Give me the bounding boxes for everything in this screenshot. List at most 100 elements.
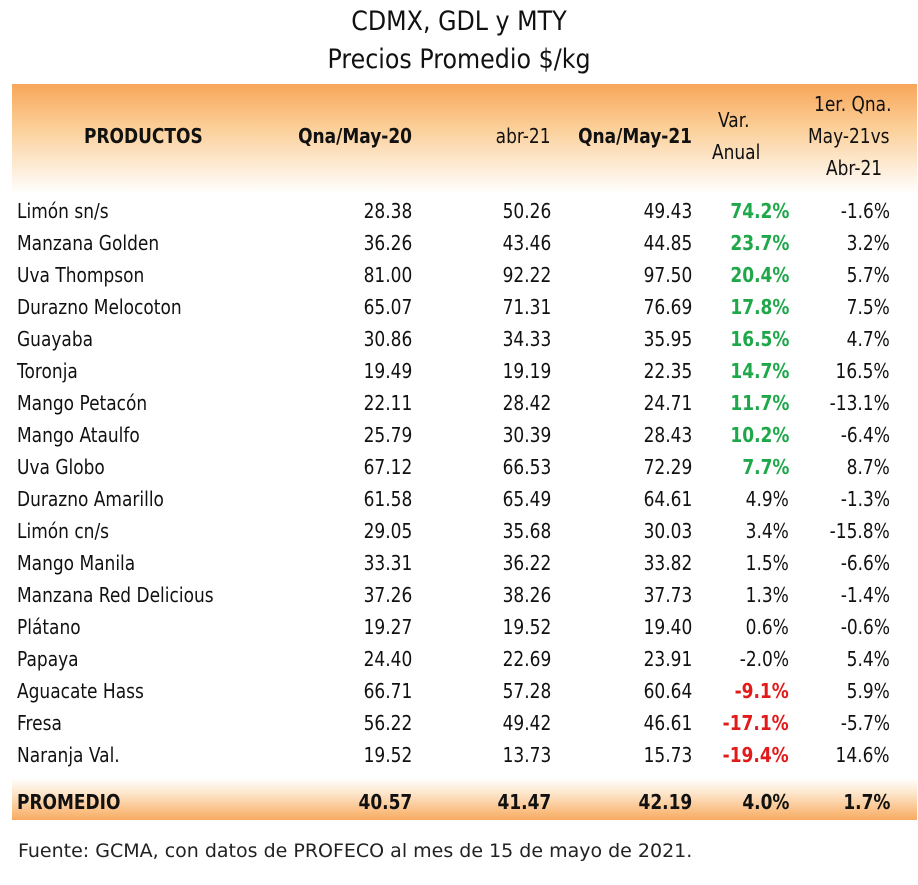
price-qna-may21: 97.50 (643, 263, 692, 287)
annual-variation: 23.7% (730, 231, 789, 255)
price-abr21: 71.31 (502, 295, 551, 319)
price-qna-may20: 19.27 (363, 615, 412, 639)
annual-variation: 1.5% (745, 551, 789, 575)
price-qna-may21: 72.29 (643, 455, 692, 479)
price-qna-may21: 22.35 (643, 359, 692, 383)
annual-variation: 11.7% (730, 391, 789, 415)
product-name: Papaya (17, 647, 79, 671)
table-row: Manzana Golden 36.26 43.46 44.85 23.7% 3.2% (12, 228, 917, 260)
annual-variation: 14.7% (730, 359, 789, 383)
price-qna-may21: 30.03 (643, 519, 692, 543)
qna-vs-abr: -15.8% (829, 519, 890, 543)
annual-variation: 0.6% (745, 615, 789, 639)
price-qna-may20: 37.26 (363, 583, 412, 607)
table-row: Mango Ataulfo 25.79 30.39 28.43 10.2% -6.4% (12, 420, 917, 452)
annual-variation: 20.4% (730, 263, 789, 287)
annual-variation: 16.5% (730, 327, 789, 351)
header-productos: PRODUCTOS (84, 124, 203, 148)
price-qna-may21: 37.73 (643, 583, 692, 607)
header-qna-3: Abr-21 (826, 156, 883, 180)
qna-vs-abr: -6.6% (840, 551, 890, 575)
qna-vs-abr: -1.3% (840, 487, 890, 511)
price-qna-may20: 36.26 (363, 231, 412, 255)
product-name: Manzana Golden (17, 231, 160, 255)
annual-variation: -2.0% (739, 647, 789, 671)
qna-vs-abr: -13.1% (829, 391, 890, 415)
qna-vs-abr: 8.7% (846, 455, 890, 479)
annual-variation: -17.1% (722, 711, 789, 735)
qna-vs-abr: 16.5% (835, 359, 890, 383)
price-qna-may20: 30.86 (363, 327, 412, 351)
average-label: PROMEDIO (17, 790, 121, 814)
price-qna-may21: 76.69 (643, 295, 692, 319)
table-row: Mango Manila 33.31 36.22 33.82 1.5% -6.6% (12, 548, 917, 580)
qna-vs-abr: -1.4% (840, 583, 890, 607)
product-name: Limón sn/s (17, 199, 109, 223)
price-abr21: 34.33 (502, 327, 551, 351)
table-row: Durazno Melocoton 65.07 71.31 76.69 17.8% 7.5… (12, 292, 917, 324)
price-qna-may21: 19.40 (643, 615, 692, 639)
price-abr21: 28.42 (502, 391, 551, 415)
annual-variation: 10.2% (730, 423, 789, 447)
product-name: Uva Globo (17, 455, 105, 479)
price-abr21: 66.53 (502, 455, 551, 479)
qna-vs-abr: 5.9% (846, 679, 890, 703)
product-name: Guayaba (17, 327, 94, 351)
table-row: Papaya 24.40 22.69 23.91 -2.0% 5.4% (12, 644, 917, 676)
price-abr21: 35.68 (502, 519, 551, 543)
product-name: Durazno Amarillo (17, 487, 164, 511)
average-vs: 1.7% (842, 790, 890, 814)
product-name: Uva Thompson (17, 263, 145, 287)
price-abr21: 38.26 (502, 583, 551, 607)
price-qna-may20: 29.05 (363, 519, 412, 543)
price-qna-may21: 64.61 (643, 487, 692, 511)
product-name: Manzana Red Delicious (17, 583, 214, 607)
table-row: Limón sn/s 28.38 50.26 49.43 74.2% -1.6% (12, 196, 917, 228)
annual-variation: -19.4% (722, 743, 789, 767)
average-may20: 40.57 (358, 790, 412, 814)
table-row: Fresa 56.22 49.42 46.61 -17.1% -5.7% (12, 708, 917, 740)
header-var-2: Anual (712, 140, 761, 164)
table-row: Limón cn/s 29.05 35.68 30.03 3.4% -15.8% (12, 516, 917, 548)
qna-vs-abr: 14.6% (835, 743, 890, 767)
price-qna-may20: 65.07 (363, 295, 412, 319)
annual-variation: 17.8% (730, 295, 789, 319)
price-qna-may21: 60.64 (643, 679, 692, 703)
table-subtitle: Precios Promedio $/kg (327, 44, 591, 75)
qna-vs-abr: -1.6% (840, 199, 890, 223)
qna-vs-abr: 4.7% (846, 327, 890, 351)
product-name: Mango Ataulfo (17, 423, 140, 447)
price-abr21: 43.46 (502, 231, 551, 255)
table-title: CDMX, GDL y MTY (351, 6, 567, 37)
table-row: Uva Thompson 81.00 92.22 97.50 20.4% 5.7% (12, 260, 917, 292)
table-row: Toronja 19.49 19.19 22.35 14.7% 16.5% (12, 356, 917, 388)
price-qna-may21: 33.82 (643, 551, 692, 575)
price-qna-may21: 15.73 (643, 743, 692, 767)
price-qna-may20: 67.12 (363, 455, 412, 479)
product-name: Mango Manila (17, 551, 136, 575)
header-qna-2: May-21vs (808, 124, 890, 148)
table-row: Durazno Amarillo 61.58 65.49 64.61 4.9% -1.3% (12, 484, 917, 516)
price-abr21: 65.49 (502, 487, 551, 511)
table-row: Mango Petacón 22.11 28.42 24.71 11.7% -13.1% (12, 388, 917, 420)
product-name: Naranja Val. (17, 743, 120, 767)
price-qna-may20: 28.38 (363, 199, 412, 223)
table-row: Manzana Red Delicious 37.26 38.26 37.73 1.3%… (12, 580, 917, 612)
table-header: PRODUCTOS Qna/May-20 abr-21 Qna/May-21 V… (12, 84, 917, 194)
average-var: 4.0% (741, 790, 789, 814)
header-qna-1: 1er. Qna. (814, 92, 892, 116)
price-qna-may21: 35.95 (643, 327, 692, 351)
product-name: Mango Petacón (17, 391, 148, 415)
price-abr21: 30.39 (502, 423, 551, 447)
price-abr21: 57.28 (502, 679, 551, 703)
average-row: PROMEDIO 40.57 41.47 42.19 4.0% 1.7% (12, 778, 917, 820)
product-name: Limón cn/s (17, 519, 110, 543)
average-may21: 42.19 (638, 790, 692, 814)
qna-vs-abr: 5.4% (846, 647, 890, 671)
price-qna-may20: 24.40 (363, 647, 412, 671)
annual-variation: 74.2% (730, 199, 789, 223)
annual-variation: 7.7% (741, 455, 789, 479)
table-row: Naranja Val. 19.52 13.73 15.73 -19.4% 14.6% (12, 740, 917, 772)
price-qna-may20: 19.52 (363, 743, 412, 767)
source-note: Fuente: GCMA, con datos de PROFECO al me… (18, 840, 693, 862)
